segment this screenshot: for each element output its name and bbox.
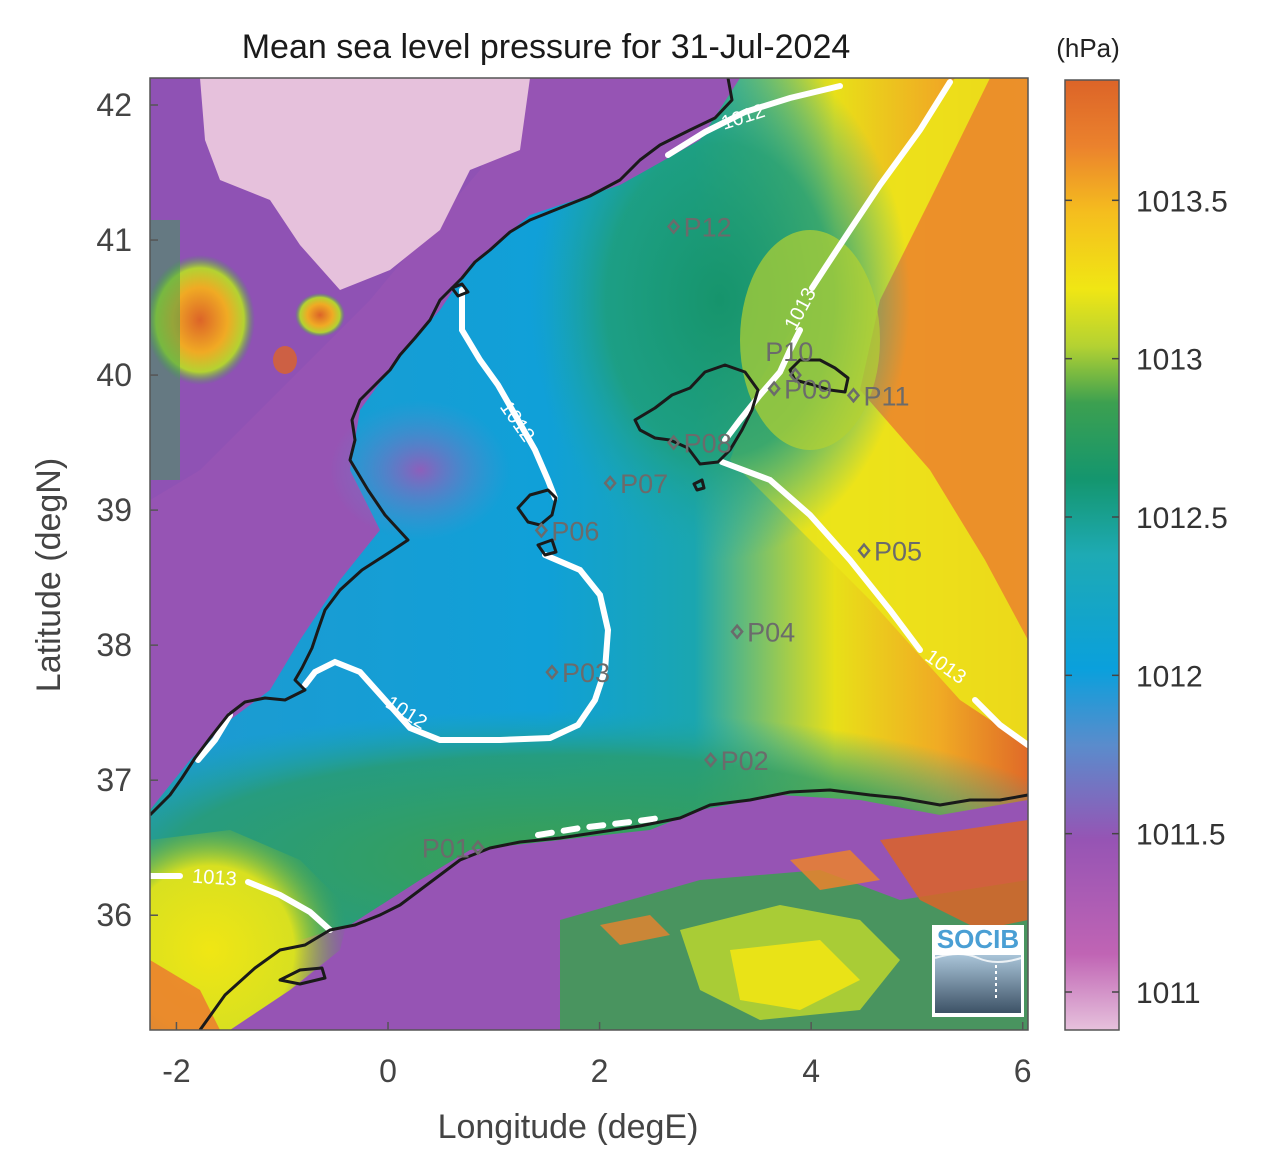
station-label: P06 <box>551 516 599 546</box>
x-tick-label: 2 <box>591 1053 609 1089</box>
station-marker-icon <box>545 664 559 681</box>
colorbar-tick-label: 1011.5 <box>1136 819 1226 852</box>
pressure-field <box>150 78 1028 1030</box>
y-tick-label: 36 <box>96 897 132 933</box>
isobar-1012-central <box>302 287 612 743</box>
y-tick-label: 41 <box>96 222 132 258</box>
colorbar-tick-label: 1012 <box>1136 660 1203 693</box>
station-marker-icon <box>534 522 549 539</box>
station-label: P09 <box>784 375 832 405</box>
y-tick-label: 38 <box>96 627 132 663</box>
coastline-cabrera <box>692 478 706 492</box>
station-p03: P03 <box>545 658 610 688</box>
station-p08: P08 <box>666 429 732 459</box>
coastline-africa <box>198 788 1028 1030</box>
station-marker-icon <box>704 751 718 768</box>
station-label: P11 <box>863 381 909 411</box>
station-p05: P05 <box>857 537 922 567</box>
isobar-1012-north <box>665 83 843 158</box>
socib-logo-text: SOCIB <box>937 924 1019 954</box>
plot-frame <box>149 77 1029 1031</box>
station-marker-icon <box>788 367 802 384</box>
x-axis-label: Longitude (degE) <box>438 1108 699 1146</box>
y-tick-label: 40 <box>96 357 132 393</box>
colorbar-ticks: 1011 1011.5 1012 1012.5 1013 1013.5 <box>1065 185 1228 1010</box>
y-axis-label: Latitude (degN) <box>30 458 68 692</box>
station-label: P02 <box>721 746 769 776</box>
y-tick-label: 42 <box>96 87 132 123</box>
station-label: P10 <box>765 337 813 367</box>
y-tick-label: 37 <box>96 762 132 798</box>
x-tick-label: 4 <box>802 1053 820 1089</box>
x-tick-label: -2 <box>162 1053 190 1089</box>
coastline-iberia <box>150 78 734 817</box>
station-marker-icon <box>666 434 681 451</box>
coastline-alboran <box>278 966 327 986</box>
contour-label-1013-southwest: 1013 <box>191 865 237 890</box>
station-label: P04 <box>747 618 795 648</box>
isobar-1013-dashes <box>535 815 663 838</box>
coastline-ebro-delta <box>450 282 470 298</box>
station-marker-icon <box>846 387 861 404</box>
y-tick-label: 39 <box>96 492 132 528</box>
y-axis-ticks: 36 37 38 39 40 41 42 <box>96 87 158 933</box>
coastlines <box>150 78 1028 1030</box>
station-p01: P01 <box>422 834 485 864</box>
colorbar-tick-label: 1012.5 <box>1136 502 1228 535</box>
map-plot-area: 1012 1012 1012 1013 1013 1013 P01P02P03P… <box>150 78 1028 1030</box>
station-p09: P09 <box>767 375 832 405</box>
colorbar: (hPa) 1011 1011.5 1012 1012.5 1013 1013.5 <box>1056 33 1228 1031</box>
socib-logo: SOCIB <box>932 924 1024 1017</box>
isobar-1012-west <box>195 712 233 763</box>
coastline-ibiza <box>516 488 558 527</box>
x-tick-label: 0 <box>379 1053 397 1089</box>
station-label: P12 <box>684 213 732 243</box>
station-marker-icon <box>666 218 681 235</box>
station-label: P03 <box>562 658 610 688</box>
station-p02: P02 <box>704 746 769 776</box>
isobar-contours <box>150 79 1028 933</box>
station-label: P07 <box>620 469 668 499</box>
station-marker-icon <box>471 839 485 856</box>
station-marker-icon <box>767 380 781 397</box>
coastline-formentera <box>536 538 558 557</box>
chart-title: Mean sea level pressure for 31-Jul-2024 <box>242 28 851 66</box>
station-marker-icon <box>857 542 871 559</box>
stations-layer: P01 P02 P03 P04 P05 P06 P07 P08 P09 P10 P11 P12 <box>422 213 922 864</box>
colorbar-tick-label: 1013.5 <box>1136 185 1228 218</box>
station-marker-icon <box>603 475 617 492</box>
station-p06: P06 <box>534 516 599 546</box>
colorbar-unit: (hPa) <box>1056 33 1120 63</box>
coastline-menorca <box>788 358 850 394</box>
x-axis-ticks: -2 0 2 4 6 <box>162 1022 1032 1089</box>
isobar-1013-east <box>719 79 1028 748</box>
station-p07: P07 <box>603 469 668 499</box>
x-tick-label: 6 <box>1014 1053 1032 1089</box>
station-label: P08 <box>684 429 732 459</box>
coastline-mallorca <box>633 363 760 466</box>
colorbar-tick-label: 1011 <box>1136 977 1201 1010</box>
colorbar-tick-label: 1013 <box>1136 344 1203 377</box>
station-p12: P12 <box>666 213 732 243</box>
station-marker-icon <box>730 623 744 640</box>
station-p10: P10 <box>765 337 813 384</box>
station-p04: P04 <box>730 618 795 648</box>
station-label: P05 <box>874 537 922 567</box>
station-p11: P11 <box>846 381 910 411</box>
colorbar-gradient <box>1064 79 1120 1031</box>
isobar-1013-southwest <box>150 873 333 933</box>
station-label: P01 <box>422 834 470 864</box>
